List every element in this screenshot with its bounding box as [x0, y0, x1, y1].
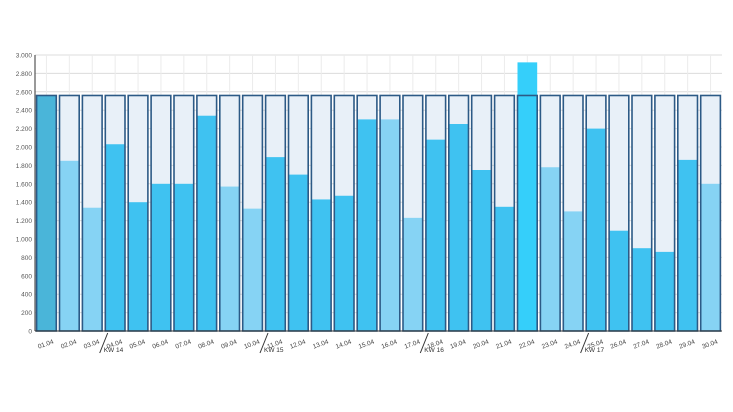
value-bar	[654, 251, 675, 331]
value-bar	[311, 199, 332, 331]
x-tick-label: 19.04	[449, 338, 467, 350]
value-bar	[586, 128, 606, 331]
x-tick-label: 09.04	[220, 338, 238, 350]
x-tick-label: 17.04	[403, 338, 421, 350]
y-tick-label: 2.600	[16, 89, 33, 96]
y-tick-label: 200	[21, 310, 32, 317]
week-marker-line	[259, 332, 269, 354]
value-bar	[128, 202, 148, 331]
x-tick-label: 01.04	[37, 338, 55, 350]
value-bar	[540, 167, 561, 331]
y-tick-label: 3.000	[16, 53, 33, 60]
x-tick-label: 26.04	[610, 338, 628, 350]
value-bar	[425, 139, 446, 331]
y-tick-label: 1.400	[16, 200, 33, 207]
value-bar	[700, 183, 721, 331]
x-tick-label: 05.04	[129, 338, 147, 350]
y-tick-label: 800	[21, 255, 32, 262]
value-bar	[563, 211, 583, 331]
x-tick-label: 12.04	[289, 338, 307, 350]
value-bar	[105, 144, 125, 331]
week-marker-line	[419, 332, 429, 354]
value-bar	[357, 119, 377, 332]
value-bar	[36, 95, 57, 331]
week-marker-label: KW 14	[104, 347, 124, 354]
week-markers: KW 14 KW 15 KW 16 KW 17	[99, 332, 605, 354]
x-tick-label: 21.04	[495, 338, 513, 350]
x-tick-label: 30.04	[701, 338, 719, 350]
x-tick-label: 27.04	[632, 338, 650, 350]
value-bar	[380, 119, 400, 332]
week-marker-label: KW 15	[264, 347, 284, 354]
value-bar	[82, 207, 103, 331]
value-bar	[59, 160, 80, 331]
axes	[34, 55, 722, 332]
value-bar	[242, 208, 263, 331]
x-tick-label: 24.04	[564, 338, 582, 350]
x-tick-label: 16.04	[381, 338, 399, 350]
y-tick-label: 0	[28, 329, 32, 336]
x-tick-label: 08.04	[197, 338, 215, 350]
value-bar	[265, 157, 286, 331]
value-bar	[174, 183, 194, 331]
week-marker-label: KW 17	[585, 347, 605, 354]
y-tick-label: 1.600	[16, 181, 33, 188]
x-tick-label: 03.04	[83, 338, 101, 350]
value-bar	[471, 170, 492, 331]
value-bar	[403, 217, 423, 331]
week-marker-line	[99, 332, 109, 354]
value-bar	[151, 183, 171, 331]
x-tick-label: 14.04	[335, 338, 353, 350]
x-tick-label: 07.04	[174, 338, 192, 350]
value-bar	[219, 186, 240, 331]
week-marker-line	[580, 332, 590, 354]
y-tick-label: 1.200	[16, 218, 33, 225]
x-tick-label: 06.04	[152, 338, 170, 350]
x-tick-label: 29.04	[678, 338, 696, 350]
x-tick-label: 28.04	[655, 338, 673, 350]
x-axis-ticks: 01.04 02.04 03.04 04.04 05.04 06.04 07.04 08.04…	[37, 338, 719, 350]
y-tick-label: 600	[21, 273, 32, 280]
value-bar	[334, 195, 354, 331]
x-tick-label: 15.04	[358, 338, 376, 350]
x-tick-label: 10.04	[243, 338, 261, 350]
x-tick-label: 13.04	[312, 338, 330, 350]
value-bar	[632, 248, 652, 331]
value-bar	[448, 124, 469, 331]
y-tick-label: 400	[21, 292, 32, 299]
x-tick-label: 20.04	[472, 338, 490, 350]
value-bar	[288, 174, 309, 331]
x-tick-label: 22.04	[518, 338, 536, 350]
x-tick-label: 23.04	[541, 338, 559, 350]
y-tick-label: 1.000	[16, 237, 33, 244]
x-tick-label: 02.04	[60, 338, 78, 350]
value-bar	[494, 206, 515, 331]
bars	[35, 62, 722, 332]
y-axis-ticks: 0 200 400 600 800 1.000 1.200 1.400 1.600 1.800 2.…	[16, 53, 33, 336]
y-tick-label: 2.800	[16, 71, 33, 78]
week-marker-label: KW 16	[424, 347, 444, 354]
y-tick-label: 2.200	[16, 126, 33, 133]
value-bar	[609, 230, 629, 331]
value-bar	[196, 115, 217, 331]
y-tick-label: 2.400	[16, 108, 33, 115]
value-bar	[677, 159, 698, 331]
y-tick-label: 1.800	[16, 163, 33, 170]
value-bar	[517, 62, 538, 332]
y-tick-label: 2.000	[16, 145, 33, 152]
